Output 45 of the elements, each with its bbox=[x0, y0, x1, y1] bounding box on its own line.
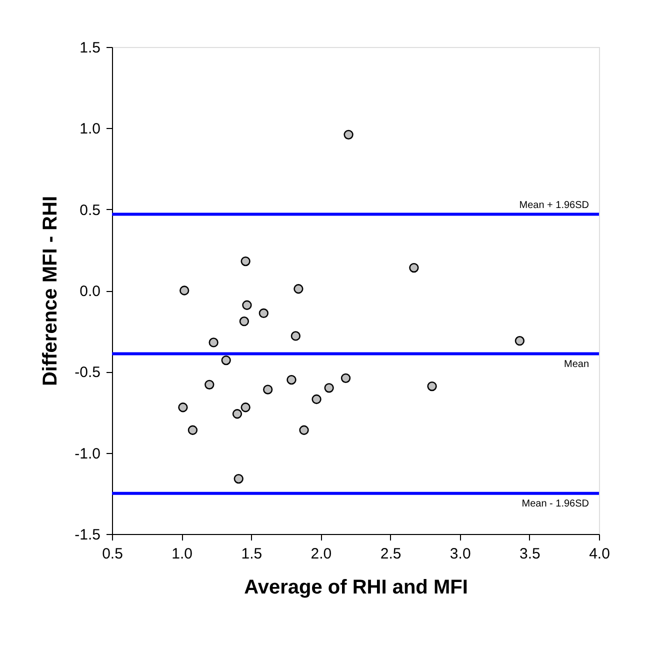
x-tick-label: 4.0 bbox=[589, 546, 610, 562]
point bbox=[234, 474, 244, 484]
point bbox=[180, 286, 190, 296]
y-tick-label: -0.5 bbox=[74, 364, 100, 382]
point bbox=[409, 262, 419, 273]
x-axis-title: Average of RHI and MFI bbox=[244, 576, 468, 598]
point bbox=[258, 308, 268, 318]
point bbox=[221, 355, 231, 366]
point bbox=[242, 300, 252, 310]
ref-line-label: Mean + 1.96SD bbox=[519, 200, 589, 212]
ref-line-label: Mean - 1.96SD bbox=[522, 498, 589, 510]
x-tick-label: 2.5 bbox=[380, 546, 402, 562]
point bbox=[344, 130, 354, 140]
point bbox=[324, 383, 334, 393]
x-tick-label: 1.5 bbox=[241, 546, 262, 562]
point bbox=[239, 316, 250, 326]
point bbox=[232, 409, 242, 419]
point bbox=[340, 373, 351, 383]
x-tick-label: 2.0 bbox=[310, 546, 332, 562]
y-tick-label: -1.5 bbox=[74, 526, 100, 544]
point bbox=[240, 402, 250, 412]
point bbox=[263, 384, 273, 394]
point bbox=[208, 338, 218, 348]
y-tick-label: 1.0 bbox=[80, 120, 100, 138]
point bbox=[294, 284, 304, 294]
y-axis-title: Difference MFI - RHI bbox=[40, 196, 62, 386]
ref-line-label: Mean bbox=[564, 358, 589, 370]
x-tick-label: 1.0 bbox=[172, 546, 192, 562]
y-tick-label: 0.0 bbox=[80, 283, 100, 300]
point bbox=[312, 394, 322, 404]
point bbox=[240, 256, 250, 266]
point bbox=[188, 425, 198, 435]
point bbox=[299, 425, 309, 435]
x-tick-label: 3.5 bbox=[520, 546, 540, 562]
y-tick-label: 1.5 bbox=[80, 40, 100, 56]
point bbox=[286, 374, 296, 385]
y-tick-label: -1.0 bbox=[74, 445, 100, 462]
point bbox=[514, 336, 525, 346]
point bbox=[204, 380, 214, 390]
y-tick-label: 0.5 bbox=[80, 202, 100, 219]
x-tick-label: 3.0 bbox=[450, 546, 471, 562]
point bbox=[290, 331, 300, 341]
point bbox=[178, 402, 188, 412]
point bbox=[427, 381, 437, 392]
x-tick-label: 0.5 bbox=[102, 546, 123, 562]
